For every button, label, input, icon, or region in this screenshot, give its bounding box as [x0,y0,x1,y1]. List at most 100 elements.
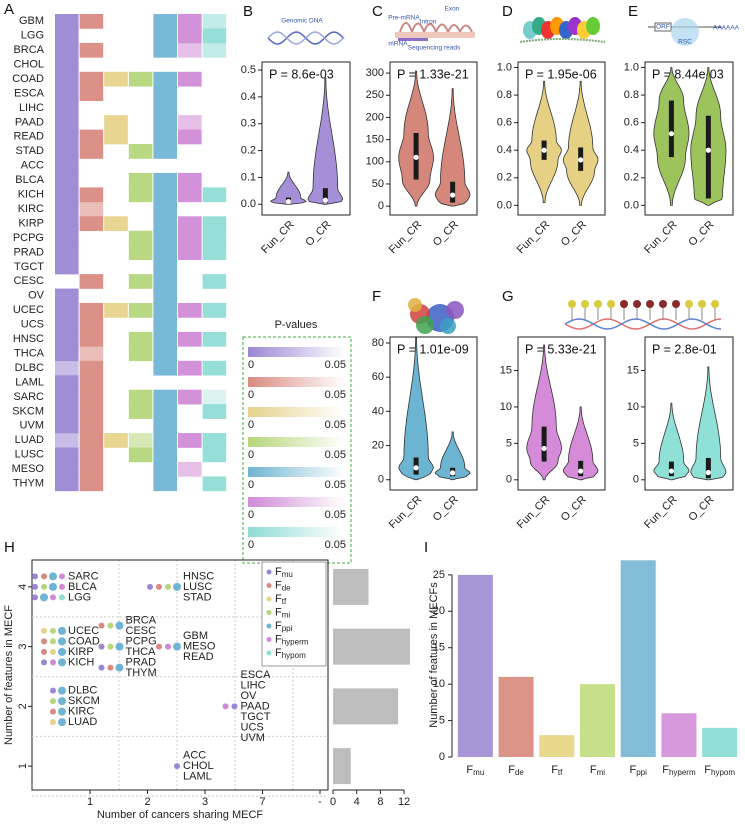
heat-cell [104,115,128,130]
heat-cell [79,331,104,347]
x-tick-label: 2 [144,796,150,808]
x-tick-label: O_CR [559,494,589,524]
feature-dot [115,621,124,630]
cancer-label: HNSC [183,570,214,582]
violin [690,366,727,481]
heat-cell [55,129,79,145]
y-tick-label: 200 [366,111,384,123]
y-tick-label: 25 [433,569,445,581]
heat-cell [153,172,177,188]
y-tick-label: 5 [506,437,512,449]
legend-label: 0 [248,389,254,401]
decoration [671,18,699,46]
cancer-label: LUAD [68,716,97,728]
row-label: PCPG [13,232,44,244]
row-label: KIRC [18,203,44,215]
heat-cell [79,144,104,159]
cancer-label: ACC [183,750,206,762]
legend-box [261,561,327,667]
heat-cell [153,360,177,376]
y-tick-label: 10 [627,401,639,413]
bar [539,735,575,757]
cancer-label: PAAD [241,700,270,712]
legend-label: 0.05 [325,509,346,521]
feature-dot [98,643,105,650]
x-tick-label: Fun_CR [387,219,424,256]
y-tick-label: 0.2 [241,144,256,156]
y-tick-label: 0.8 [624,89,639,101]
feature-dot [58,637,66,646]
row-label: STAD [15,145,44,157]
panel-label: C [372,3,383,20]
p-value: P = 5.33e-21 [525,342,597,356]
heat-cell [128,230,153,246]
y-tick-label: 0.0 [624,199,639,211]
feature-dot [58,707,66,716]
legend-label: 0 [248,509,254,521]
row-label: DLBC [15,362,44,374]
heat-cell [153,461,177,477]
median [541,147,547,153]
heat-cell [202,389,227,405]
feature-dot [115,642,124,651]
violin [562,406,599,481]
legend-label: 0 [248,419,254,431]
decoration [435,23,449,33]
icon-label: Intron [420,19,437,26]
legend-marker [266,583,272,588]
legend-label: 0.05 [325,389,346,401]
x-tick-label: O_CR [431,494,461,524]
heat-cell [55,288,79,304]
icon-label: Pre-mRNA [388,15,420,22]
heat-cell [153,42,177,58]
row-label: UVM [20,420,44,432]
legend-label: 0.05 [325,359,346,371]
decoration [459,24,473,33]
x-tick-label: 4 [354,796,360,808]
cancer-label: BRCA [126,614,157,626]
row-label: CESC [13,275,44,287]
y-tick-label: 0.6 [624,117,639,129]
plot-frame [644,336,734,491]
feature-dot [59,594,65,601]
heat-cell [55,245,79,260]
median [705,469,711,476]
feature-dot [50,638,56,645]
y-tick-label: 1.0 [624,61,639,73]
heat-cell [202,303,227,318]
heat-cell [128,404,153,419]
feature-dot [50,648,56,655]
heat-cell [55,158,79,174]
p-value: P = 2.8e-01 [652,342,717,356]
x-tick-label: 3 [202,796,208,808]
y-tick-label: 40 [372,405,384,417]
x-tick-label: O_CR [686,494,716,524]
heat-cell [128,346,153,362]
heat-cell [79,216,104,232]
heat-cell [153,346,177,362]
x-tick-label: Ftf [551,764,563,777]
bar [702,727,738,757]
heat-cell [104,303,128,318]
row-label: PRAD [13,246,44,258]
y-tick-label: 80 [372,337,384,349]
legend-colorbar [248,497,345,507]
heat-cell [55,389,79,405]
feature-dot [49,582,57,591]
heat-cell [202,331,227,347]
y-tick-label: 0 [506,474,512,486]
y-tick-label: 150 [366,134,384,146]
panel-label: B [243,3,253,20]
feature-dot [173,582,181,591]
y-tick-label: 250 [366,89,384,101]
bar [579,684,616,757]
heat-cell [153,14,177,29]
feature-dot [156,583,162,590]
legend-label: 0.05 [325,479,346,491]
decoration [685,300,693,308]
heat-cell [79,187,104,203]
heat-cell [202,28,227,44]
heat-cell [128,447,153,463]
heat-cell [104,71,128,87]
heat-cell [55,461,79,477]
